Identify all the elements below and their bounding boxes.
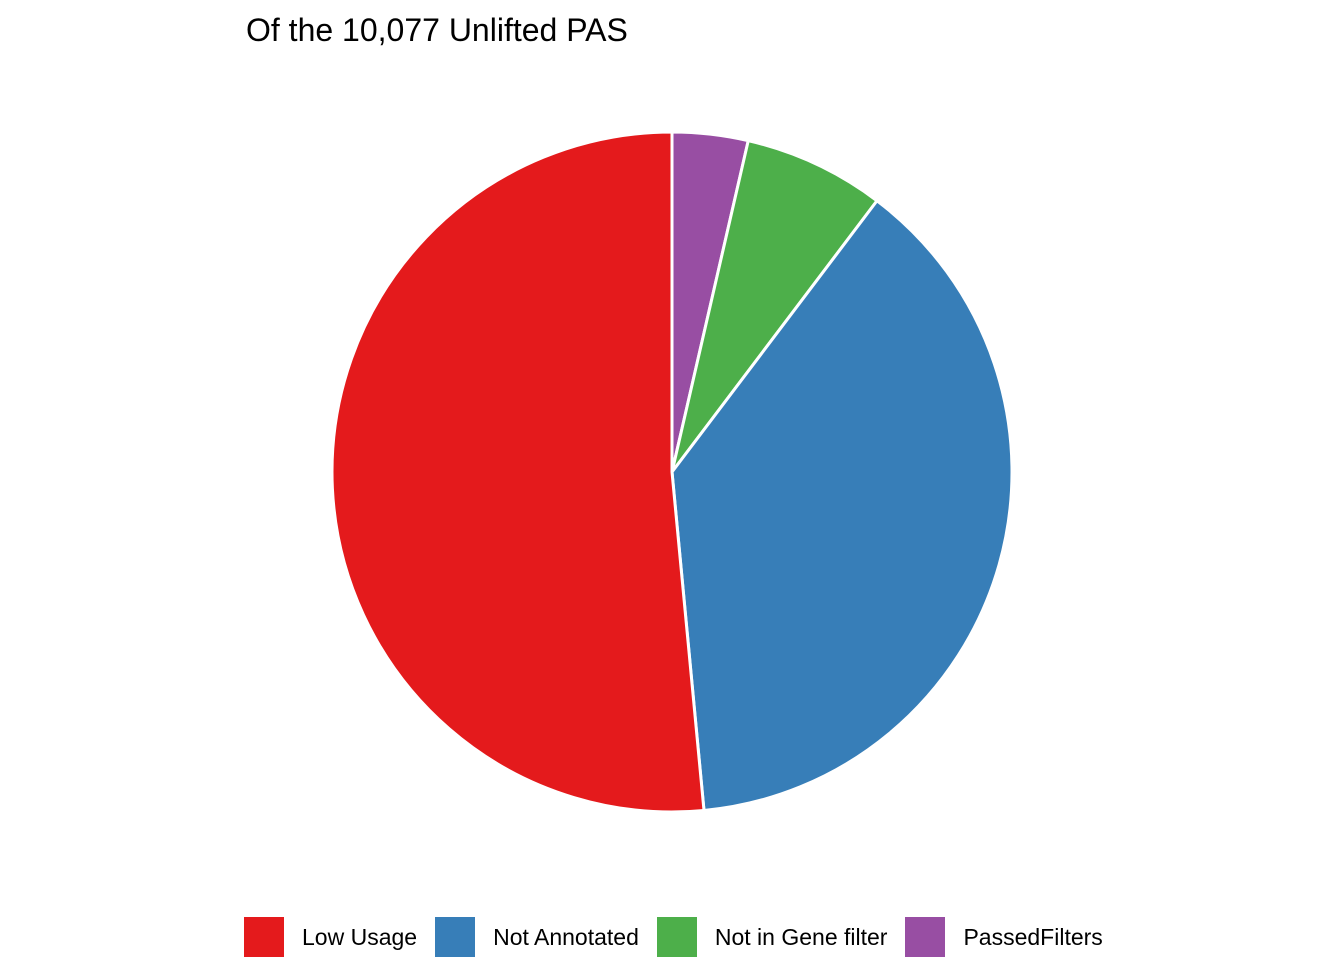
pie-slice-low-usage [330,130,706,814]
legend-item-low-usage: Low Usage [244,917,417,957]
legend-swatch-passedfilters [905,917,946,957]
legend-swatch-low-usage [244,917,284,957]
legend-label-not-annotated: Not Annotated [493,923,639,950]
legend-label-low-usage: Low Usage [302,923,418,950]
legend-label-not-in-gene-filter: Not in Gene filter [714,923,888,950]
legend: Low Usage Not Annotated Not in Gene filter… [244,917,1121,957]
pie-slice-not-in-gene-filter [670,139,879,474]
pie-slice-not-annotated [670,199,1014,812]
legend-item-not-annotated: Not Annotated [435,917,639,957]
legend-swatch-not-annotated [435,917,476,957]
legend-swatch-not-in-gene-filter [656,917,697,957]
legend-item-not-in-gene-filter: Not in Gene filter [656,917,888,957]
pie-chart [330,130,1014,814]
legend-item-passedfilters: PassedFilters [905,917,1103,957]
legend-label-passedfilters: PassedFilters [963,923,1103,950]
chart-title: Of the 10,077 Unlifted PAS [246,12,628,48]
